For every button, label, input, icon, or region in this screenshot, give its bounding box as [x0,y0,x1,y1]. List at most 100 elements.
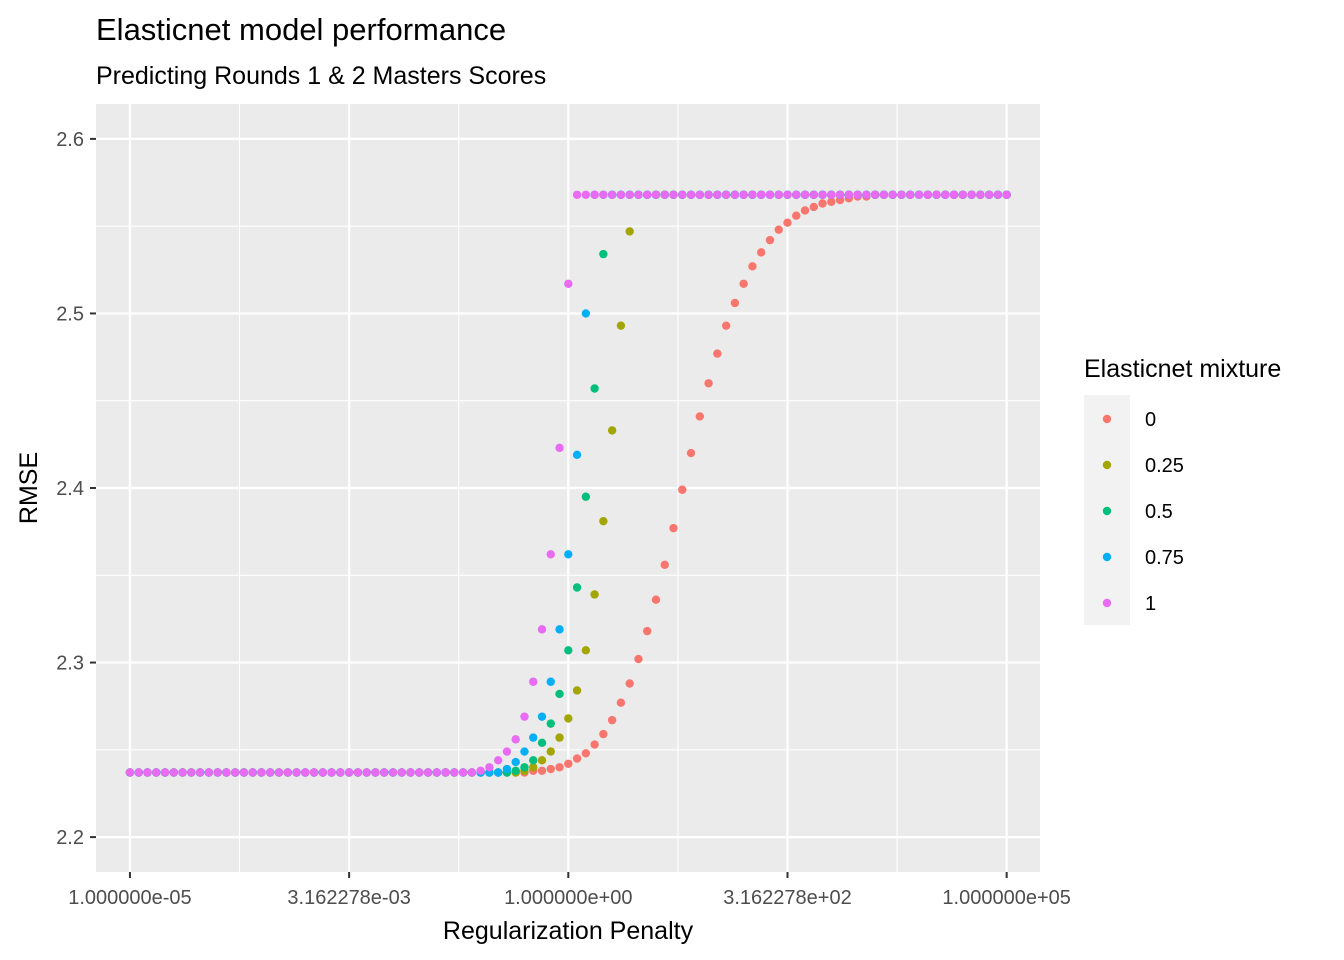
data-point [529,756,538,765]
data-point [169,768,178,777]
data-point [941,190,950,199]
data-point [818,190,827,199]
data-point [643,190,652,199]
data-point [336,768,345,777]
data-point [634,190,643,199]
data-point [792,211,801,220]
y-tick-label: 2.2 [56,827,84,849]
data-point [607,715,617,725]
data-point [643,626,652,636]
y-tick-label: 2.4 [56,478,84,500]
data-point [809,202,818,212]
data-point [984,190,994,199]
chart-title: Elasticnet model performance [96,12,506,47]
data-point [397,768,406,777]
data-point [581,492,591,501]
data-point [651,595,661,604]
chart-subtitle: Predicting Rounds 1 & 2 Masters Scores [96,62,546,90]
data-point [353,768,363,777]
data-point [879,190,889,199]
data-point [756,190,766,199]
data-point [906,190,915,199]
data-point [599,190,608,199]
data-point [301,768,310,777]
data-point [450,768,459,777]
x-tick-label: 1.000000e-05 [68,887,191,909]
data-point [520,712,529,721]
data-point [853,190,862,199]
data-point [309,768,319,777]
legend-key [1102,414,1112,424]
legend-title: Elasticnet mixture [1084,355,1281,383]
data-point [765,190,775,199]
data-point [283,768,292,777]
data-point [993,190,1003,199]
data-point [458,768,468,777]
legend-label: 1 [1145,593,1156,615]
data-point [555,733,564,742]
data-point [379,768,389,777]
data-point [590,384,599,393]
data-point [388,768,398,777]
data-point [774,190,783,199]
data-point [520,763,529,772]
data-point [441,768,450,777]
data-point [599,729,608,739]
data-point [493,768,503,777]
data-point [134,768,143,777]
data-point [327,768,336,777]
legend: Elasticnet mixture 0 0.25 0.5 0.75 1 [1084,355,1281,625]
data-point [511,735,520,744]
data-point [537,712,547,721]
data-point [248,768,257,777]
data-point [423,768,433,777]
data-point [827,190,836,199]
data-point [739,279,748,288]
data-point [572,754,582,763]
data-point [634,654,643,664]
x-tick-label: 3.162278e-03 [287,887,410,909]
data-point [546,550,555,559]
grid-major [96,104,1040,872]
data-point [739,190,748,199]
data-point [958,190,968,199]
data-point [143,768,152,777]
y-axis-title: RMSE [15,452,43,524]
data-point [195,768,205,777]
data-point [862,190,871,199]
data-point [704,379,713,388]
data-point [546,764,555,774]
data-point [783,218,792,227]
data-point [529,763,538,772]
data-point [923,190,932,199]
data-point [625,679,634,688]
data-point [765,235,775,245]
data-point [529,677,538,686]
data-point [932,190,941,199]
data-point [599,516,608,526]
data-point [432,768,441,777]
data-point [564,759,573,768]
data-point [713,190,722,199]
data-point [493,756,503,765]
data-point [897,190,906,199]
legend-key [1102,460,1112,470]
data-point [178,768,187,777]
data-point [564,279,573,288]
data-point [590,190,599,199]
data-point [870,190,880,199]
data-point [695,190,705,199]
data-point [344,768,354,777]
data-point [774,225,783,234]
data-point [669,190,678,199]
data-point [800,190,810,199]
data-point [730,190,740,199]
data-point [537,756,547,765]
data-point [660,190,669,199]
y-axis: 2.2 2.3 2.4 2.5 2.6 [56,129,96,849]
data-point [792,190,801,199]
series-1 [125,190,1011,777]
y-tick-label: 2.5 [56,303,84,325]
data-point [678,485,687,494]
data-point [581,646,591,655]
